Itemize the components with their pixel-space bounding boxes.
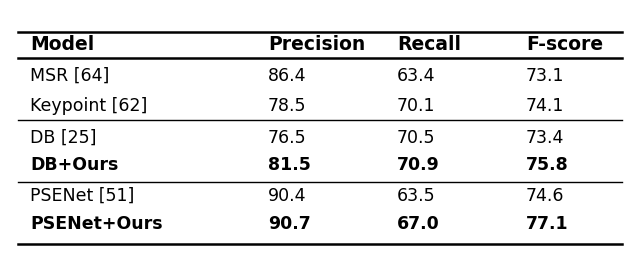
Text: 90.7: 90.7 [268, 215, 311, 233]
Text: 67.0: 67.0 [397, 215, 440, 233]
Text: 81.5: 81.5 [268, 156, 311, 174]
Text: PSENet+Ours: PSENet+Ours [30, 215, 163, 233]
Text: 70.1: 70.1 [397, 97, 435, 115]
Text: PSENet [51]: PSENet [51] [30, 187, 134, 205]
Text: MSR [64]: MSR [64] [30, 67, 109, 85]
Text: Keypoint [62]: Keypoint [62] [30, 97, 147, 115]
Text: Recall: Recall [397, 35, 461, 54]
Text: 70.5: 70.5 [397, 129, 435, 147]
Text: F-score: F-score [526, 35, 603, 54]
Text: 70.9: 70.9 [397, 156, 440, 174]
Text: 73.4: 73.4 [526, 129, 564, 147]
Text: DB [25]: DB [25] [30, 129, 97, 147]
Text: Model: Model [30, 35, 94, 54]
Text: 73.1: 73.1 [526, 67, 564, 85]
Text: 90.4: 90.4 [268, 187, 307, 205]
Text: 77.1: 77.1 [526, 215, 568, 233]
Text: 74.6: 74.6 [526, 187, 564, 205]
Text: 75.8: 75.8 [526, 156, 569, 174]
Text: 63.5: 63.5 [397, 187, 436, 205]
Text: 76.5: 76.5 [268, 129, 307, 147]
Text: 86.4: 86.4 [268, 67, 307, 85]
Text: 74.1: 74.1 [526, 97, 564, 115]
Text: 63.4: 63.4 [397, 67, 435, 85]
Text: Precision: Precision [268, 35, 365, 54]
Text: DB+Ours: DB+Ours [30, 156, 118, 174]
Text: 78.5: 78.5 [268, 97, 307, 115]
